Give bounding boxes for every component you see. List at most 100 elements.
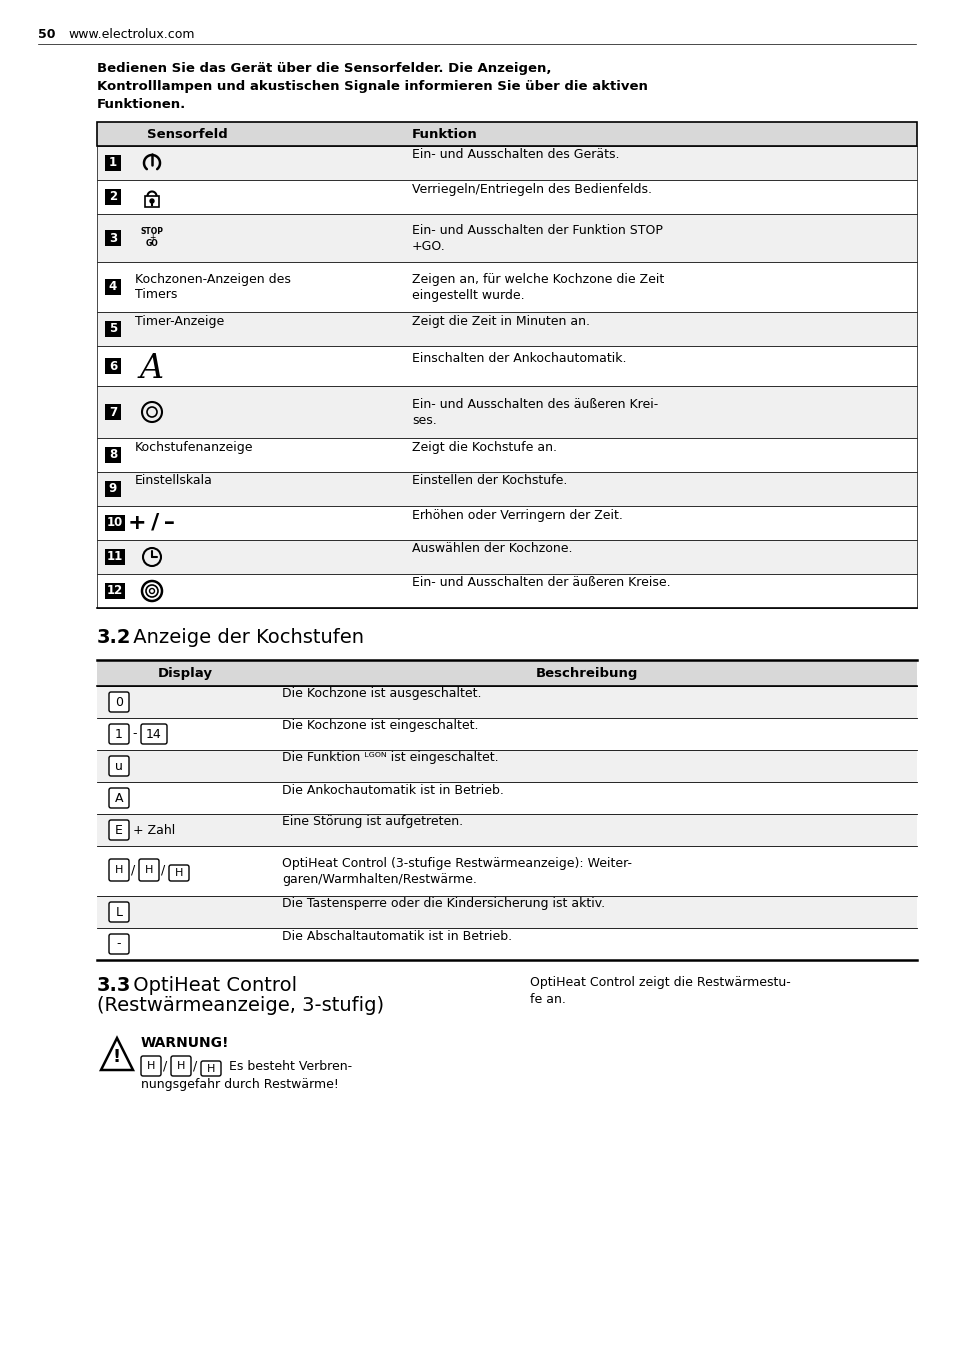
Text: !: ! bbox=[112, 1048, 121, 1067]
Bar bbox=[97, 146, 916, 180]
Text: 3.3: 3.3 bbox=[97, 976, 132, 995]
Text: /: / bbox=[193, 1060, 197, 1072]
Text: 3: 3 bbox=[109, 231, 117, 245]
Text: 9: 9 bbox=[109, 483, 117, 495]
Text: 8: 8 bbox=[109, 449, 117, 461]
Bar bbox=[97, 781, 916, 814]
Text: 1: 1 bbox=[115, 727, 123, 741]
Text: Ein- und Ausschalten der Funktion STOP: Ein- und Ausschalten der Funktion STOP bbox=[412, 223, 662, 237]
Text: E: E bbox=[115, 823, 123, 837]
Text: + Zahl: + Zahl bbox=[132, 823, 175, 837]
Text: eingestellt wurde.: eingestellt wurde. bbox=[412, 288, 524, 301]
FancyBboxPatch shape bbox=[171, 1056, 191, 1076]
Text: Verriegeln/Entriegeln des Bedienfelds.: Verriegeln/Entriegeln des Bedienfelds. bbox=[412, 183, 651, 196]
Text: Die Tastensperre oder die Kindersicherung ist aktiv.: Die Tastensperre oder die Kindersicherun… bbox=[282, 898, 604, 910]
Text: A: A bbox=[114, 791, 123, 804]
Text: Kontrolllampen und akustischen Signale informieren Sie über die aktiven: Kontrolllampen und akustischen Signale i… bbox=[97, 80, 647, 93]
Bar bbox=[105, 515, 125, 531]
FancyBboxPatch shape bbox=[141, 1056, 161, 1076]
Bar bbox=[105, 481, 121, 498]
Bar bbox=[97, 180, 916, 214]
Text: Einschalten der Ankochautomatik.: Einschalten der Ankochautomatik. bbox=[412, 352, 626, 365]
Text: -: - bbox=[132, 727, 136, 741]
Bar bbox=[105, 320, 121, 337]
FancyBboxPatch shape bbox=[201, 1061, 221, 1076]
Text: 5: 5 bbox=[109, 323, 117, 335]
Bar bbox=[97, 472, 916, 506]
Text: Sensorfeld: Sensorfeld bbox=[147, 127, 228, 141]
FancyBboxPatch shape bbox=[141, 725, 167, 744]
Bar bbox=[97, 506, 916, 539]
Text: OptiHeat Control (3-stufige Restwärmeanzeige): Weiter-: OptiHeat Control (3-stufige Restwärmeanz… bbox=[282, 857, 631, 869]
Text: 2: 2 bbox=[109, 191, 117, 204]
Text: Die Kochzone ist eingeschaltet.: Die Kochzone ist eingeschaltet. bbox=[282, 719, 478, 733]
Bar bbox=[97, 262, 916, 312]
Text: STOP: STOP bbox=[140, 227, 163, 237]
Bar bbox=[105, 448, 121, 462]
Text: Eine Störung ist aufgetreten.: Eine Störung ist aufgetreten. bbox=[282, 815, 462, 829]
Text: +GO.: +GO. bbox=[412, 239, 445, 253]
Text: OptiHeat Control zeigt die Restwärmestu-: OptiHeat Control zeigt die Restwärmestu- bbox=[530, 976, 790, 990]
Text: Die Ankochautomatik ist in Betrieb.: Die Ankochautomatik ist in Betrieb. bbox=[282, 784, 503, 796]
Bar bbox=[105, 404, 121, 420]
FancyBboxPatch shape bbox=[109, 788, 129, 808]
Bar bbox=[97, 539, 916, 575]
Bar bbox=[97, 575, 916, 608]
Bar bbox=[97, 814, 916, 846]
Text: Ein- und Ausschalten des Geräts.: Ein- und Ausschalten des Geräts. bbox=[412, 149, 618, 161]
Text: H: H bbox=[114, 865, 123, 875]
Text: Die Funktion ᴸᴳᴼᴺ ist eingeschaltet.: Die Funktion ᴸᴳᴼᴺ ist eingeschaltet. bbox=[282, 752, 498, 764]
Text: 6: 6 bbox=[109, 360, 117, 373]
FancyBboxPatch shape bbox=[109, 692, 129, 713]
Bar bbox=[97, 438, 916, 472]
Text: Bedienen Sie das Gerät über die Sensorfelder. Die Anzeigen,: Bedienen Sie das Gerät über die Sensorfe… bbox=[97, 62, 551, 74]
Bar bbox=[97, 718, 916, 750]
FancyBboxPatch shape bbox=[109, 934, 129, 955]
Text: 3.2: 3.2 bbox=[97, 627, 132, 648]
Text: Zeigt die Kochstufe an.: Zeigt die Kochstufe an. bbox=[412, 441, 557, 453]
Text: Timer-Anzeige: Timer-Anzeige bbox=[135, 315, 224, 327]
Text: Anzeige der Kochstufen: Anzeige der Kochstufen bbox=[127, 627, 364, 648]
Text: Erhöhen oder Verringern der Zeit.: Erhöhen oder Verringern der Zeit. bbox=[412, 508, 622, 522]
Text: garen/Warmhalten/Restwärme.: garen/Warmhalten/Restwärme. bbox=[282, 872, 476, 886]
Text: Zeigen an, für welche Kochzone die Zeit: Zeigen an, für welche Kochzone die Zeit bbox=[412, 273, 663, 285]
Text: 10: 10 bbox=[107, 516, 123, 530]
Text: H: H bbox=[176, 1061, 185, 1071]
Text: A: A bbox=[140, 353, 164, 385]
Text: Es besteht Verbren-: Es besteht Verbren- bbox=[225, 1060, 352, 1072]
Bar bbox=[97, 685, 916, 718]
Bar bbox=[97, 122, 916, 146]
Text: WARNUNG!: WARNUNG! bbox=[141, 1036, 230, 1051]
FancyBboxPatch shape bbox=[169, 865, 189, 882]
Text: /: / bbox=[163, 1060, 167, 1072]
Bar bbox=[105, 549, 125, 565]
Text: 7: 7 bbox=[109, 406, 117, 419]
Text: fe an.: fe an. bbox=[530, 992, 565, 1006]
Text: H: H bbox=[145, 865, 153, 875]
Text: OptiHeat Control: OptiHeat Control bbox=[127, 976, 296, 995]
Text: Einstellskala: Einstellskala bbox=[135, 475, 213, 488]
Text: GO: GO bbox=[146, 239, 158, 249]
Bar bbox=[97, 896, 916, 927]
Text: Einstellen der Kochstufe.: Einstellen der Kochstufe. bbox=[412, 475, 567, 488]
Circle shape bbox=[150, 199, 153, 203]
Text: /: / bbox=[161, 864, 165, 876]
Text: 12: 12 bbox=[107, 584, 123, 598]
Text: 1: 1 bbox=[109, 157, 117, 169]
FancyBboxPatch shape bbox=[109, 725, 129, 744]
Text: 14: 14 bbox=[146, 727, 162, 741]
Text: Beschreibung: Beschreibung bbox=[536, 667, 638, 680]
Text: 4: 4 bbox=[109, 280, 117, 293]
Bar bbox=[97, 927, 916, 960]
Bar bbox=[97, 387, 916, 438]
Text: L: L bbox=[115, 906, 122, 918]
Text: Ein- und Ausschalten der äußeren Kreise.: Ein- und Ausschalten der äußeren Kreise. bbox=[412, 576, 670, 589]
Bar bbox=[97, 846, 916, 896]
Text: Zeigt die Zeit in Minuten an.: Zeigt die Zeit in Minuten an. bbox=[412, 315, 589, 327]
Text: Die Abschaltautomatik ist in Betrieb.: Die Abschaltautomatik ist in Betrieb. bbox=[282, 930, 512, 942]
Text: Kochzonen-Anzeigen des: Kochzonen-Anzeigen des bbox=[135, 273, 291, 285]
FancyBboxPatch shape bbox=[139, 859, 159, 882]
Bar bbox=[105, 358, 121, 375]
Bar bbox=[97, 346, 916, 387]
Text: 50: 50 bbox=[38, 28, 55, 41]
